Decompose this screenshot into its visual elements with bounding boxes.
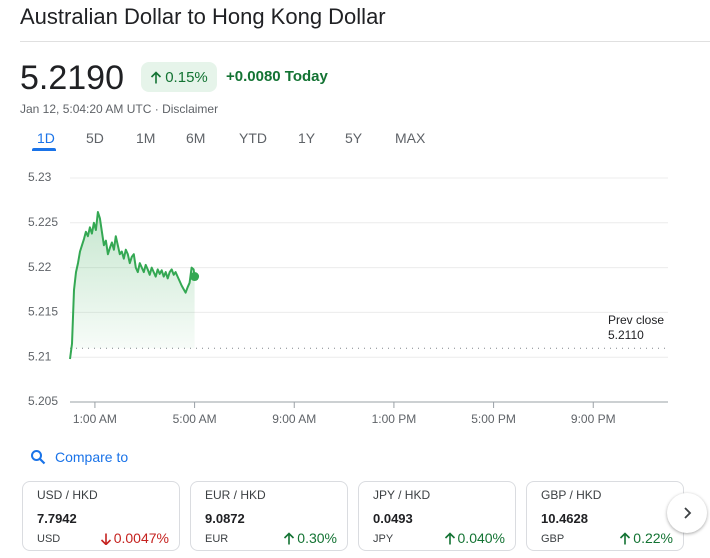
change-arrow <box>444 531 455 544</box>
search-icon <box>31 450 46 465</box>
x-tick-label: 1:00 PM <box>372 412 417 426</box>
area-fill <box>70 212 195 359</box>
change-abs: +0.0080 Today <box>226 68 328 85</box>
y-tick-label: 5.23 <box>28 170 52 184</box>
range-tab[interactable]: 1M <box>136 130 156 146</box>
range-tab[interactable]: 5D <box>86 130 104 146</box>
y-tick-label: 5.205 <box>28 394 58 408</box>
y-tick-label: 5.225 <box>28 215 58 229</box>
price: 5.2190 <box>20 59 124 97</box>
card-change: 0.22% <box>619 530 673 546</box>
x-tick-label: 5:00 AM <box>173 412 217 426</box>
change-pct: 0.15% <box>165 68 208 86</box>
currency-card[interactable]: GBP / HKD 10.4628 GBP 0.22% <box>526 481 684 551</box>
change-arrow <box>284 531 295 544</box>
x-tick-label: 9:00 PM <box>571 412 616 426</box>
y-tick-label: 5.22 <box>28 260 52 274</box>
code: EUR <box>205 533 229 545</box>
change-arrow <box>100 533 111 545</box>
code: JPY <box>373 533 394 545</box>
card-change: 0.30% <box>283 530 337 546</box>
range-tab[interactable]: YTD <box>239 130 267 146</box>
range-tab[interactable]: 6M <box>186 130 206 146</box>
card-price: 0.0493 <box>373 511 413 526</box>
compare-text: Compare to <box>55 449 129 465</box>
chart: 5.205 5.21 5.215 5.22 5.225 5.23 1:00 AM 5:00 A… <box>28 170 668 426</box>
card-price: 7.7942 <box>37 511 77 526</box>
code: GBP <box>541 533 565 545</box>
change-badge: 0.15% <box>141 62 217 92</box>
currency-card[interactable]: USD / HKD 7.7942 USD 0.0047% <box>22 481 180 551</box>
x-tick-label: 1:00 AM <box>73 412 117 426</box>
compare-link[interactable]: Compare to <box>30 449 128 465</box>
last-point <box>190 272 200 282</box>
range-tabs: 1D 5D 1M 6M YTD 1Y 5Y MAX <box>0 130 710 152</box>
currency-card[interactable]: JPY / HKD 0.0493 JPY 0.040% <box>358 481 516 551</box>
change-value: 0.22% <box>633 530 673 546</box>
pair: JPY / HKD <box>373 488 431 502</box>
card-price: 10.4628 <box>541 511 588 526</box>
up-arrow <box>151 70 162 83</box>
price-line <box>69 211 196 360</box>
range-tab[interactable]: 1Y <box>298 130 316 146</box>
prev-close-value: 5.2110 <box>608 328 644 342</box>
tab-underline <box>32 148 56 151</box>
y-tick-label: 5.215 <box>28 305 58 319</box>
pair: EUR / HKD <box>205 488 266 502</box>
y-tick-label: 5.21 <box>28 349 52 363</box>
timestamp: Jan 12, 5:04:20 AM UTC · Disclaimer <box>20 102 219 116</box>
divider <box>20 41 710 42</box>
range-tab[interactable]: 1D <box>37 130 55 146</box>
title: Australian Dollar to Hong Kong Dollar <box>20 4 386 29</box>
card-change: 0.0047% <box>100 530 169 546</box>
change-value: 0.040% <box>457 530 505 546</box>
card-price: 9.0872 <box>205 511 245 526</box>
change-arrow <box>620 531 631 544</box>
range-tab[interactable]: MAX <box>395 130 426 146</box>
change-value: 0.0047% <box>113 530 169 546</box>
currency-card[interactable]: EUR / HKD 9.0872 EUR 0.30% <box>190 481 348 551</box>
x-tick-label: 5:00 PM <box>471 412 516 426</box>
pair: USD / HKD <box>37 488 98 502</box>
pair: GBP / HKD <box>541 488 602 502</box>
prev-close-label: Prev close <box>608 313 664 327</box>
x-tick-label: 9:00 AM <box>272 412 316 426</box>
range-tab[interactable]: 5Y <box>345 130 363 146</box>
chevron <box>684 507 692 519</box>
next-button[interactable] <box>667 493 707 533</box>
code: USD <box>37 533 61 545</box>
card-change: 0.040% <box>444 530 505 546</box>
change-value: 0.30% <box>297 530 337 546</box>
